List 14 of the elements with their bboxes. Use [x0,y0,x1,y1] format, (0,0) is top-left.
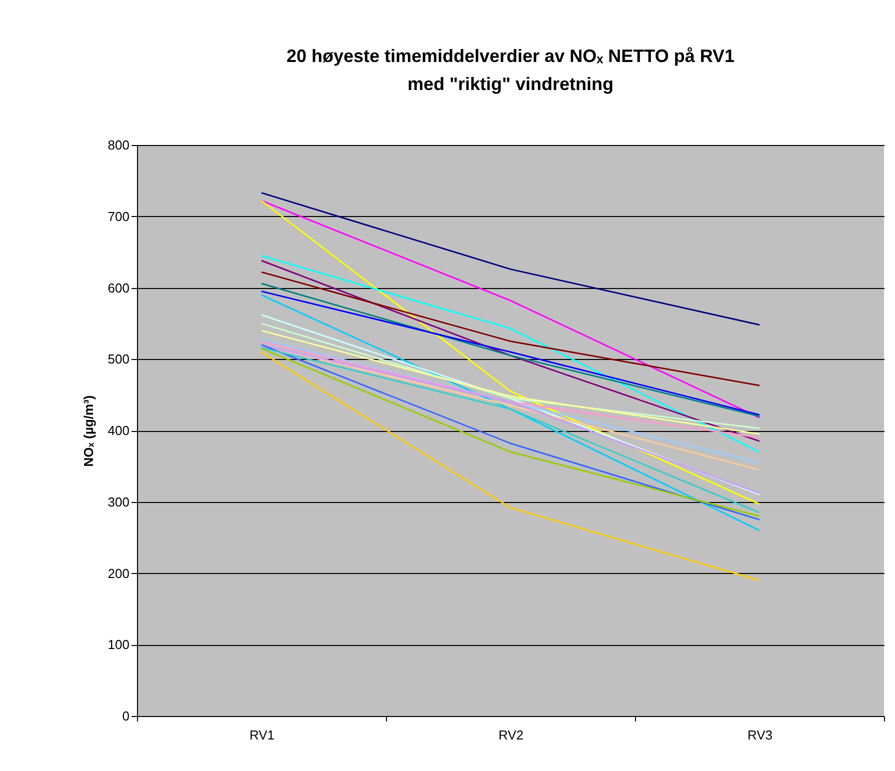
y-tick-label: 500 [108,352,130,367]
y-tick-label: 0 [122,708,130,724]
y-tick-label: 400 [108,423,130,438]
x-tick-label: RV3 [747,728,773,742]
y-tick-label: 700 [108,208,130,224]
chart-title: 20 høyeste timemiddelverdier av NOₓ NETTO på RV1 med "riktig" vindretning [286,46,735,94]
y-tick-label: 800 [108,138,130,152]
x-tick-label: RV1 [249,728,275,742]
y-tick-label: 200 [108,566,130,581]
x-tick-label: RV2 [498,728,524,742]
y-tick-label: 300 [108,494,130,510]
y-tick-label: 600 [108,280,130,296]
y-tick-label: 100 [108,637,130,652]
y-axis-title: NOₓ (µg/m³) [80,395,96,467]
